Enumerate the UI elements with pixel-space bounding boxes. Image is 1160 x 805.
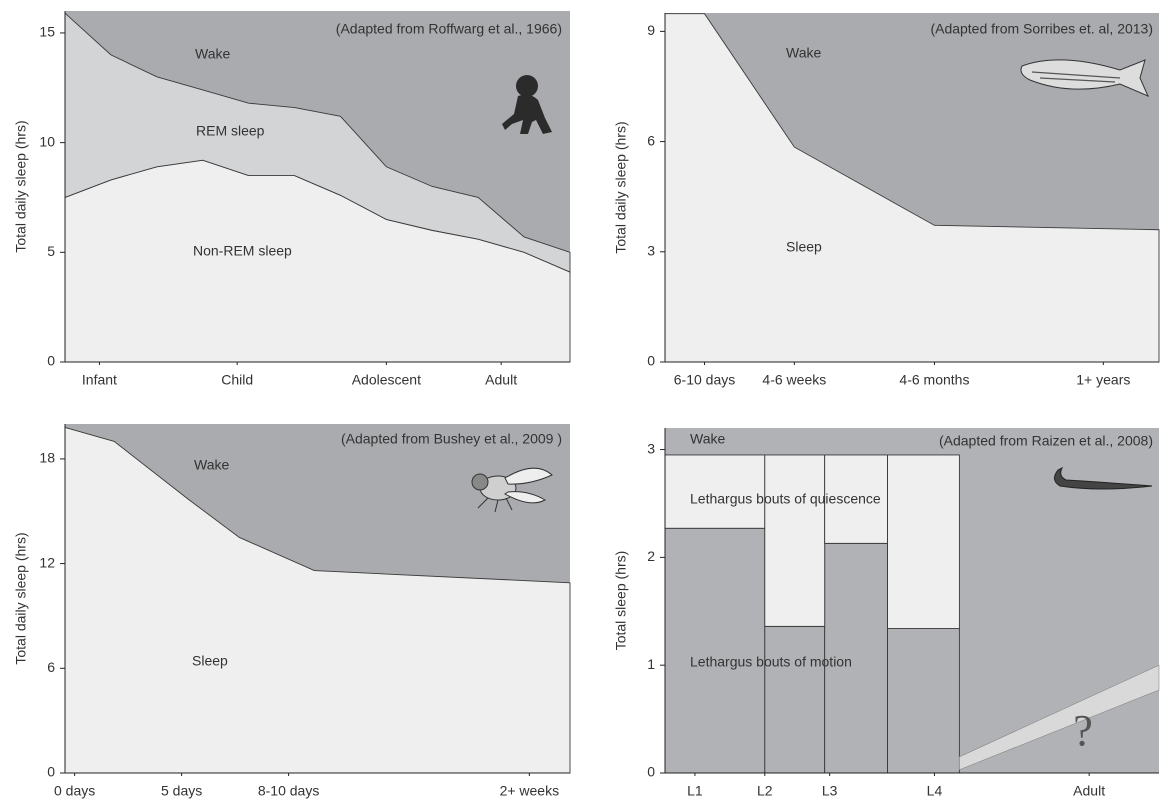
y-tick-label: 0 [47, 764, 55, 780]
child-icon [502, 75, 552, 134]
region-label: Lethargus bouts of motion [690, 654, 852, 670]
y-tick-label: 10 [39, 133, 55, 149]
area [64, 12, 571, 273]
x-tick-label: Adult [485, 372, 517, 388]
region-label: Wake [195, 46, 230, 62]
x-tick-label: Infant [82, 372, 117, 388]
x-tick-label: 5 days [161, 783, 202, 799]
y-tick-label: 2 [647, 548, 655, 564]
y-tick-label: 0 [647, 353, 655, 369]
y-tick-label: 3 [647, 242, 655, 258]
worm-icon [1054, 466, 1153, 490]
x-tick-label: L2 [757, 783, 773, 799]
fish-icon [1020, 59, 1149, 97]
region-label: Lethargus bouts of quiescence [690, 491, 881, 507]
x-tick-label: 8-10 days [258, 783, 319, 799]
y-tick-label: 15 [39, 24, 55, 40]
region-label: Wake [786, 45, 821, 61]
y-tick-label: 5 [47, 243, 55, 259]
x-tick-label: 0 days [54, 783, 95, 799]
source-note: (Adapted from Roffwarg et al., 1966) [336, 21, 562, 37]
source-note: (Adapted from Sorribes et. al, 2013) [930, 21, 1153, 37]
x-tick-label: L4 [927, 783, 943, 799]
region-label: Wake [194, 457, 229, 473]
y-tick-label: 6 [47, 659, 55, 675]
y-tick-label: 9 [647, 22, 655, 38]
region-label: Non-REM sleep [193, 243, 292, 259]
y-tick-label: 3 [647, 440, 655, 456]
step-bar [887, 628, 960, 774]
x-tick-label: Adolescent [352, 372, 421, 388]
icons [471, 59, 1153, 513]
x-tick-label: Adult [1073, 783, 1105, 799]
x-tick-label: 6-10 days [674, 372, 735, 388]
step-bar [764, 454, 826, 627]
step-bar [664, 527, 766, 774]
source-note: (Adapted from Raizen et al., 2008) [939, 433, 1153, 449]
band-label: ? [1073, 706, 1093, 755]
x-tick-label: 4-6 months [899, 372, 969, 388]
fly-icon [471, 467, 553, 513]
y-tick-label: 6 [647, 132, 655, 148]
region-label: Wake [690, 431, 725, 447]
x-tick-label: L3 [822, 783, 838, 799]
y-axis-label: Total sleep (hrs) [613, 551, 629, 651]
y-axis-label: Total daily sleep (hrs) [613, 121, 629, 253]
x-tick-label: 2+ weeks [500, 783, 560, 799]
step-bar [824, 454, 888, 544]
y-axis-label: Total daily sleep (hrs) [13, 120, 29, 252]
y-tick-label: 12 [39, 554, 55, 570]
region-label: Sleep [786, 239, 822, 255]
step-bar [664, 454, 766, 529]
y-tick-label: 0 [647, 764, 655, 780]
x-tick-label: Child [221, 372, 253, 388]
source-note: (Adapted from Bushey et al., 2009 ) [341, 431, 562, 447]
region-label: Sleep [192, 653, 228, 669]
step-bar [764, 625, 826, 774]
uncertain-band [959, 664, 1160, 771]
y-tick-label: 1 [647, 656, 655, 672]
x-tick-label: 4-6 weeks [762, 372, 826, 388]
step-bar [887, 454, 960, 629]
y-tick-label: 18 [39, 450, 55, 466]
x-tick-label: L1 [687, 783, 703, 799]
x-tick-label: 1+ years [1076, 372, 1130, 388]
y-axis-label: Total daily sleep (hrs) [13, 532, 29, 664]
region-label: REM sleep [196, 123, 265, 139]
y-tick-label: 0 [47, 353, 55, 369]
step-bar [824, 542, 888, 774]
